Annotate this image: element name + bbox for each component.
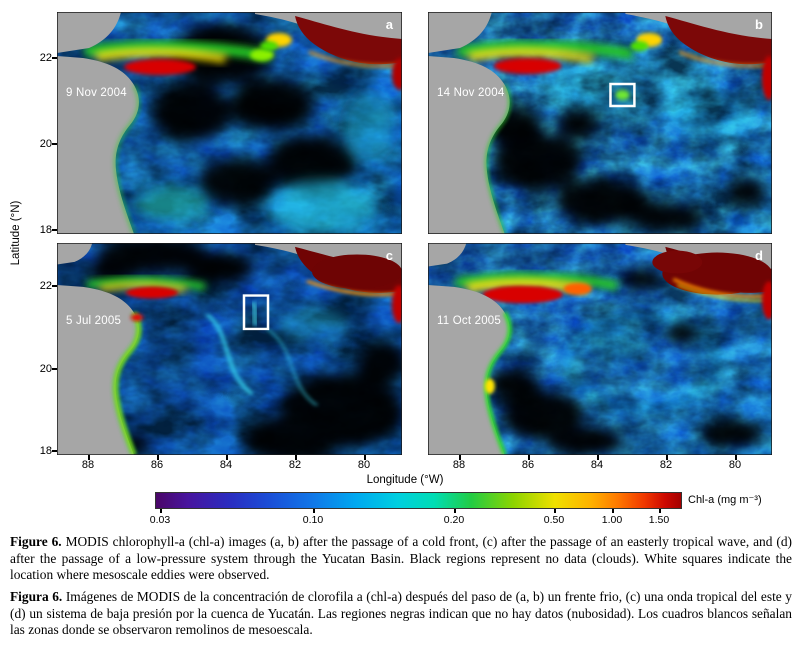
colorbar-tick [160,509,162,513]
colorbar [155,492,682,509]
colorbar-tick [659,509,661,513]
panel-date-label: 11 Oct 2005 [437,315,502,328]
panel-date-label: 14 Nov 2004 [437,87,505,100]
axis-tick [735,455,737,460]
colorbar-tick [454,509,456,513]
axis-tick [52,450,57,452]
caption-spanish: Figura 6. Imágenes de MODIS de la concen… [10,589,792,639]
eddy-marker-square [242,294,270,331]
colorbar-tick-label: 0.50 [543,514,565,526]
lat-tick-label: 22 [39,52,52,64]
panel-letter: b [755,17,763,32]
satellite-panel-b: b 14 Nov 2004 [428,12,772,234]
lat-tick-label: 20 [39,363,52,375]
x-axis-label: Longitude (°W) [366,474,444,486]
colorbar-tick [612,509,614,513]
satellite-image-d [428,243,772,455]
lon-tick-label: 82 [659,459,673,471]
axis-tick [226,455,228,460]
lon-tick-label: 88 [81,459,95,471]
lon-tick-label: 84 [219,459,233,471]
colorbar-tick [554,509,556,513]
colorbar-tick-label: 0.20 [443,514,465,526]
axis-tick [597,455,599,460]
axis-tick [364,455,366,460]
caption-english-label: Figure 6. [10,534,62,549]
satellite-panel-a: a 9 Nov 2004 [57,12,402,234]
lon-tick-label: 82 [288,459,302,471]
axis-tick [459,455,461,460]
caption-spanish-label: Figura 6. [10,589,63,604]
lon-tick-label: 88 [452,459,466,471]
lon-tick-label: 84 [590,459,604,471]
panel-date-label: 5 Jul 2005 [66,315,122,328]
colorbar-tick-label: 0.10 [302,514,324,526]
caption-english: Figure 6. MODIS chlorophyll-a (chl-a) im… [10,534,792,584]
axis-tick [88,455,90,460]
panel-letter: d [755,248,763,263]
axis-tick [52,57,57,59]
colorbar-tick-label: 0.03 [149,514,171,526]
lon-tick-label: 86 [521,459,535,471]
caption-english-text: MODIS chlorophyll-a (chl-a) images (a, b… [10,534,792,583]
satellite-image-a [57,12,402,234]
colorbar-tick [313,509,315,513]
lon-tick-label: 80 [728,459,742,471]
panel-date-label: 9 Nov 2004 [66,87,127,100]
panel-letter: c [385,248,393,263]
colorbar-tick-label: 1.00 [601,514,623,526]
lat-tick-label: 20 [39,138,52,150]
satellite-image-c [57,243,402,455]
y-axis-label: Latitude (°N) [10,200,22,266]
axis-tick [52,229,57,231]
eddy-marker-square [609,82,636,108]
lon-tick-label: 86 [150,459,164,471]
satellite-panel-d: d 11 Oct 2005 [428,243,772,455]
lat-tick-label: 22 [39,280,52,292]
panel-letter: a [385,17,393,32]
lon-tick-label: 80 [357,459,371,471]
lat-tick-label: 18 [39,224,52,236]
axis-tick [295,455,297,460]
colorbar-tick-label: 1.50 [648,514,670,526]
axis-tick [666,455,668,460]
lat-tick-label: 18 [39,445,52,457]
axis-tick [52,285,57,287]
axis-tick [528,455,530,460]
axis-tick [157,455,159,460]
axis-tick [52,368,57,370]
caption-spanish-text: Imágenes de MODIS de la concentración de… [10,589,792,638]
colorbar-unit-label: Chl-a (mg m⁻³) [688,494,762,506]
satellite-image-b [428,12,772,234]
satellite-panel-c: c 5 Jul 2005 [57,243,402,455]
axis-tick [52,143,57,145]
